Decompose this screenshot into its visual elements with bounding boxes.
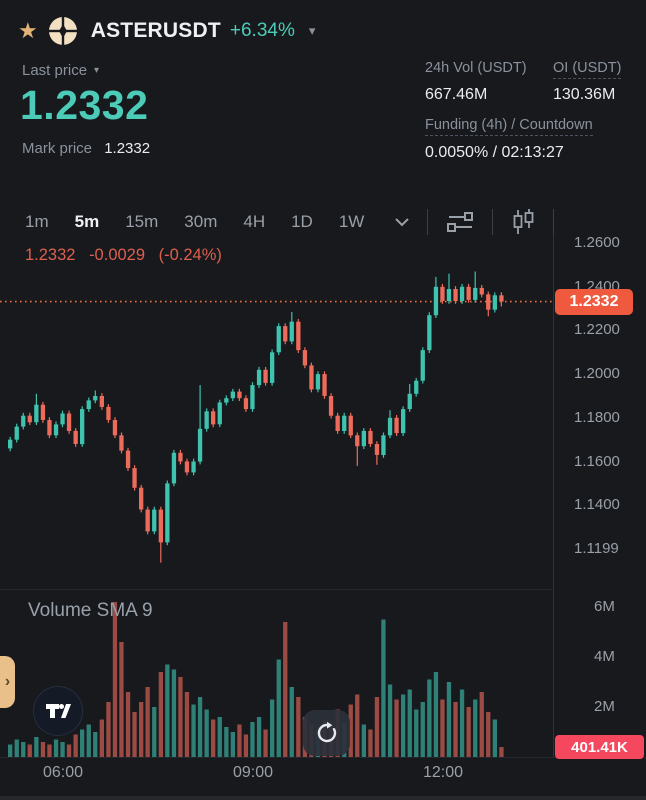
volume-axis-tick: 4M	[594, 648, 615, 665]
bottom-strip	[0, 796, 646, 800]
last-price-badge: 1.2332	[555, 289, 633, 315]
ohlc-price: 1.2332	[25, 246, 76, 264]
volume-axis-tick: 2M	[594, 698, 615, 715]
timeframe-1m[interactable]: 1m	[25, 212, 49, 231]
toolbar-divider	[427, 209, 429, 235]
ohlc-readout: 1.2332 -0.0029 (-0.24%)	[25, 246, 231, 265]
ohlc-change: -0.0029	[89, 246, 146, 264]
refresh-icon	[317, 721, 336, 743]
price-axis-tick: 1.1800	[574, 409, 620, 426]
timeframe-30m[interactable]: 30m	[184, 212, 218, 231]
price-axis-tick: 1.1600	[574, 453, 620, 470]
timeframe-4h[interactable]: 4H	[243, 212, 266, 231]
mark-price-row: Mark price 1.2332	[22, 140, 150, 157]
price-axis-line	[553, 235, 554, 757]
time-tick: 12:00	[422, 764, 464, 781]
vol-label: 24h Vol (USDT)	[425, 60, 527, 76]
volume-indicator-label[interactable]: Volume SMA 9	[28, 600, 153, 621]
time-tick: 06:00	[42, 764, 84, 781]
vol-value: 667.46M	[425, 86, 488, 103]
pane-divider	[0, 589, 553, 590]
chevron-down-icon[interactable]	[394, 217, 410, 227]
last-price-selector[interactable]: Last price ▾	[22, 62, 99, 79]
price-axis-tick: 1.1199	[574, 540, 619, 557]
favorite-star-icon[interactable]: ★	[18, 18, 38, 43]
symbol-name: ASTERUSDT	[90, 19, 221, 42]
funding-value: 0.0050% / 02:13:27	[425, 144, 564, 161]
ohlc-change-pct: (-0.24%)	[158, 246, 222, 264]
candlestick-chart	[0, 271, 553, 563]
last-volume-badge: 401.41K	[555, 735, 644, 759]
timeframe-15m[interactable]: 15m	[125, 212, 159, 231]
reset-chart-button[interactable]	[303, 710, 350, 756]
mark-price-label: Mark price	[22, 140, 93, 157]
toolbar-divider	[553, 209, 555, 235]
toolbar-divider	[492, 209, 494, 235]
caret-down-icon: ▾	[94, 65, 100, 76]
chart-toolbar: 1m 5m 15m 30m 4H 1D 1W	[25, 206, 571, 238]
price-axis-column[interactable]: 1.2600 1.2400 1.2200 1.2000 1.1800 1.1600 1.14…	[553, 0, 646, 800]
price-axis-tick: 1.2200	[574, 321, 620, 338]
aster-coin-logo-icon	[47, 16, 78, 46]
candlestick-chart-type-icon[interactable]	[510, 208, 536, 236]
time-axis-line	[0, 757, 646, 758]
timeframe-1w[interactable]: 1W	[338, 212, 365, 231]
price-chart-pane[interactable]	[0, 235, 553, 588]
volume-bars-chart	[8, 602, 504, 757]
side-panel-handle[interactable]: ›	[0, 656, 15, 708]
change-percent: +6.34%	[229, 20, 295, 41]
last-price-label: Last price	[22, 62, 88, 79]
volume-axis-tick: 6M	[594, 598, 615, 615]
timeframe-1d[interactable]: 1D	[291, 212, 313, 231]
mark-price-value: 1.2332	[104, 140, 151, 157]
oi-value: 130.36M	[553, 86, 616, 103]
chevron-right-icon: ›	[4, 673, 11, 690]
volume-chart-pane[interactable]	[0, 592, 553, 757]
caret-down-icon: ▾	[308, 23, 316, 38]
tradingview-logo-icon	[46, 704, 71, 718]
oi-label[interactable]: OI (USDT)	[553, 60, 622, 79]
price-axis-tick: 1.1400	[574, 496, 620, 513]
time-tick: 09:00	[232, 764, 274, 781]
timeframe-5m[interactable]: 5m	[74, 212, 100, 231]
symbol-header: ★ ASTERUSDT +6.34% ▾	[18, 12, 315, 50]
symbol-selector[interactable]: ASTERUSDT +6.34% ▾	[78, 19, 316, 43]
tradingview-logo[interactable]	[33, 686, 83, 736]
last-price-value: 1.2332	[20, 82, 149, 128]
price-axis-tick: 1.2000	[574, 365, 620, 382]
indicators-settings-icon[interactable]	[445, 209, 475, 235]
price-axis-tick: 1.2600	[574, 234, 620, 251]
funding-label[interactable]: Funding (4h) / Countdown	[425, 117, 593, 136]
